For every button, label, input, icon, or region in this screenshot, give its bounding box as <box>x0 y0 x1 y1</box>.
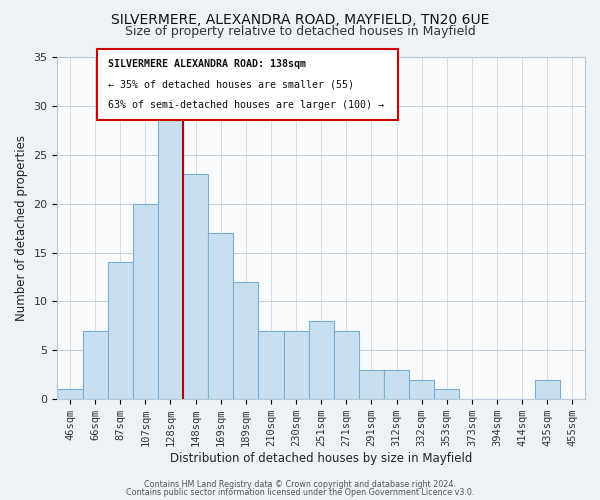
Bar <box>83 331 107 399</box>
Bar <box>183 174 208 399</box>
X-axis label: Distribution of detached houses by size in Mayfield: Distribution of detached houses by size … <box>170 452 472 465</box>
Text: SILVERMERE ALEXANDRA ROAD: 138sqm: SILVERMERE ALEXANDRA ROAD: 138sqm <box>107 59 305 69</box>
Text: Contains HM Land Registry data © Crown copyright and database right 2024.: Contains HM Land Registry data © Crown c… <box>144 480 456 489</box>
Text: 63% of semi-detached houses are larger (100) →: 63% of semi-detached houses are larger (… <box>107 100 383 110</box>
Bar <box>308 321 334 399</box>
Text: ← 35% of detached houses are smaller (55): ← 35% of detached houses are smaller (55… <box>107 80 353 90</box>
Text: SILVERMERE, ALEXANDRA ROAD, MAYFIELD, TN20 6UE: SILVERMERE, ALEXANDRA ROAD, MAYFIELD, TN… <box>111 12 489 26</box>
Bar <box>133 204 158 399</box>
Y-axis label: Number of detached properties: Number of detached properties <box>15 135 28 321</box>
FancyBboxPatch shape <box>97 48 398 120</box>
Text: Size of property relative to detached houses in Mayfield: Size of property relative to detached ho… <box>125 25 475 38</box>
Bar <box>107 262 133 399</box>
Bar <box>384 370 409 399</box>
Bar <box>535 380 560 399</box>
Bar <box>434 390 460 399</box>
Bar <box>359 370 384 399</box>
Bar <box>259 331 284 399</box>
Bar <box>233 282 259 399</box>
Text: Contains public sector information licensed under the Open Government Licence v3: Contains public sector information licen… <box>126 488 474 497</box>
Bar <box>58 390 83 399</box>
Bar <box>158 116 183 399</box>
Bar <box>334 331 359 399</box>
Bar <box>208 233 233 399</box>
Bar <box>409 380 434 399</box>
Bar <box>284 331 308 399</box>
